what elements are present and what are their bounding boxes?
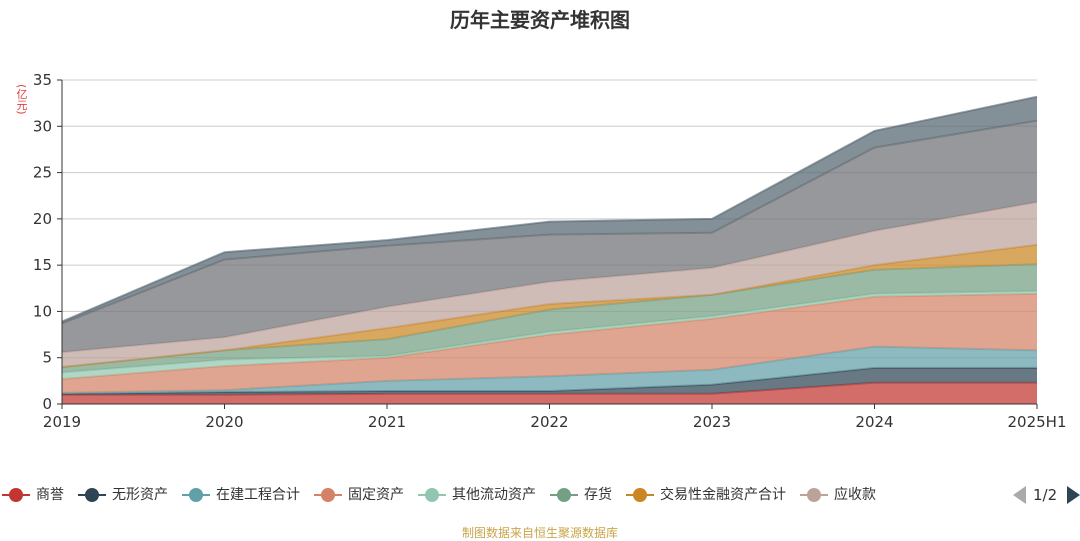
legend-item[interactable]: 存货 [550, 482, 612, 508]
area-series-3 [62, 293, 1037, 393]
legend-item[interactable]: 交易性金融资产合计 [626, 482, 786, 508]
legend-marker-icon [800, 482, 828, 508]
series-line-9 [61, 95, 1038, 323]
x-tick-label: 2024 [855, 413, 893, 431]
area-series [61, 95, 1038, 404]
legend-marker-icon [2, 482, 30, 508]
y-tick-label: 5 [42, 349, 52, 367]
legend: 商誉 无形资产 在建工程合计 固定资产 其他流动资产 存货 交易性金融资产合计 应收款 [0, 482, 1080, 508]
y-tick-label: 35 [33, 71, 52, 89]
y-tick-label: 0 [42, 395, 52, 413]
area-series-7 [62, 202, 1037, 367]
legend-prev-page-icon[interactable] [1013, 486, 1026, 504]
legend-label: 其他流动资产 [452, 487, 536, 503]
legend-item[interactable]: 应收款 [800, 482, 876, 508]
legend-label: 无形资产 [112, 487, 168, 503]
y-tick-label: 25 [33, 164, 52, 182]
legend-item[interactable]: 其他流动资产 [418, 482, 536, 508]
area-series-9 [62, 96, 1037, 324]
x-tick-label: 2022 [530, 413, 568, 431]
legend-label: 在建工程合计 [216, 487, 300, 503]
legend-marker-icon [78, 482, 106, 508]
legend-item[interactable]: 无形资产 [78, 482, 168, 508]
legend-marker-icon [550, 482, 578, 508]
legend-page-indicator: 1/2 [1033, 486, 1058, 504]
legend-label: 固定资产 [348, 487, 404, 503]
x-tick-label: 2025H1 [1008, 413, 1067, 431]
legend-items: 商誉 无形资产 在建工程合计 固定资产 其他流动资产 存货 交易性金融资产合计 应收款 [2, 482, 1012, 508]
legend-item[interactable]: 商誉 [2, 482, 64, 508]
data-source-note: 制图数据来自恒生聚源数据库 [461, 526, 618, 540]
x-tick-label: 2019 [43, 413, 81, 431]
legend-marker-icon [626, 482, 654, 508]
legend-marker-icon [314, 482, 342, 508]
legend-marker-icon [182, 482, 210, 508]
y-tick-label: 15 [33, 256, 52, 274]
area-series-6 [62, 244, 1037, 367]
chart-title: 历年主要资产堆积图 [450, 8, 630, 32]
area-series-0 [62, 382, 1037, 404]
legend-item[interactable]: 固定资产 [314, 482, 404, 508]
legend-next-page-icon[interactable] [1067, 486, 1080, 504]
area-series-4 [62, 291, 1037, 379]
legend-label: 商誉 [36, 487, 64, 503]
y-axis-unit: (亿元) [15, 84, 28, 115]
legend-pager: 1/2 [1013, 482, 1080, 508]
y-tick-label: 30 [33, 117, 52, 135]
x-tick-label: 2023 [693, 413, 731, 431]
y-tick-label: 10 [33, 302, 52, 320]
area-series-8 [62, 120, 1037, 353]
legend-label: 存货 [584, 487, 612, 503]
legend-label: 交易性金融资产合计 [660, 487, 786, 503]
area-series-1 [62, 367, 1037, 395]
legend-item[interactable]: 在建工程合计 [182, 482, 300, 508]
x-tick-label: 2020 [205, 413, 243, 431]
y-tick-label: 20 [33, 210, 52, 228]
legend-marker-icon [418, 482, 446, 508]
legend-label: 应收款 [834, 487, 876, 503]
axes: 0 5 10 15 20 25 30 35 2019 2020 2021 2022 2023 2024 20… [33, 71, 1067, 431]
x-tick-label: 2021 [368, 413, 406, 431]
